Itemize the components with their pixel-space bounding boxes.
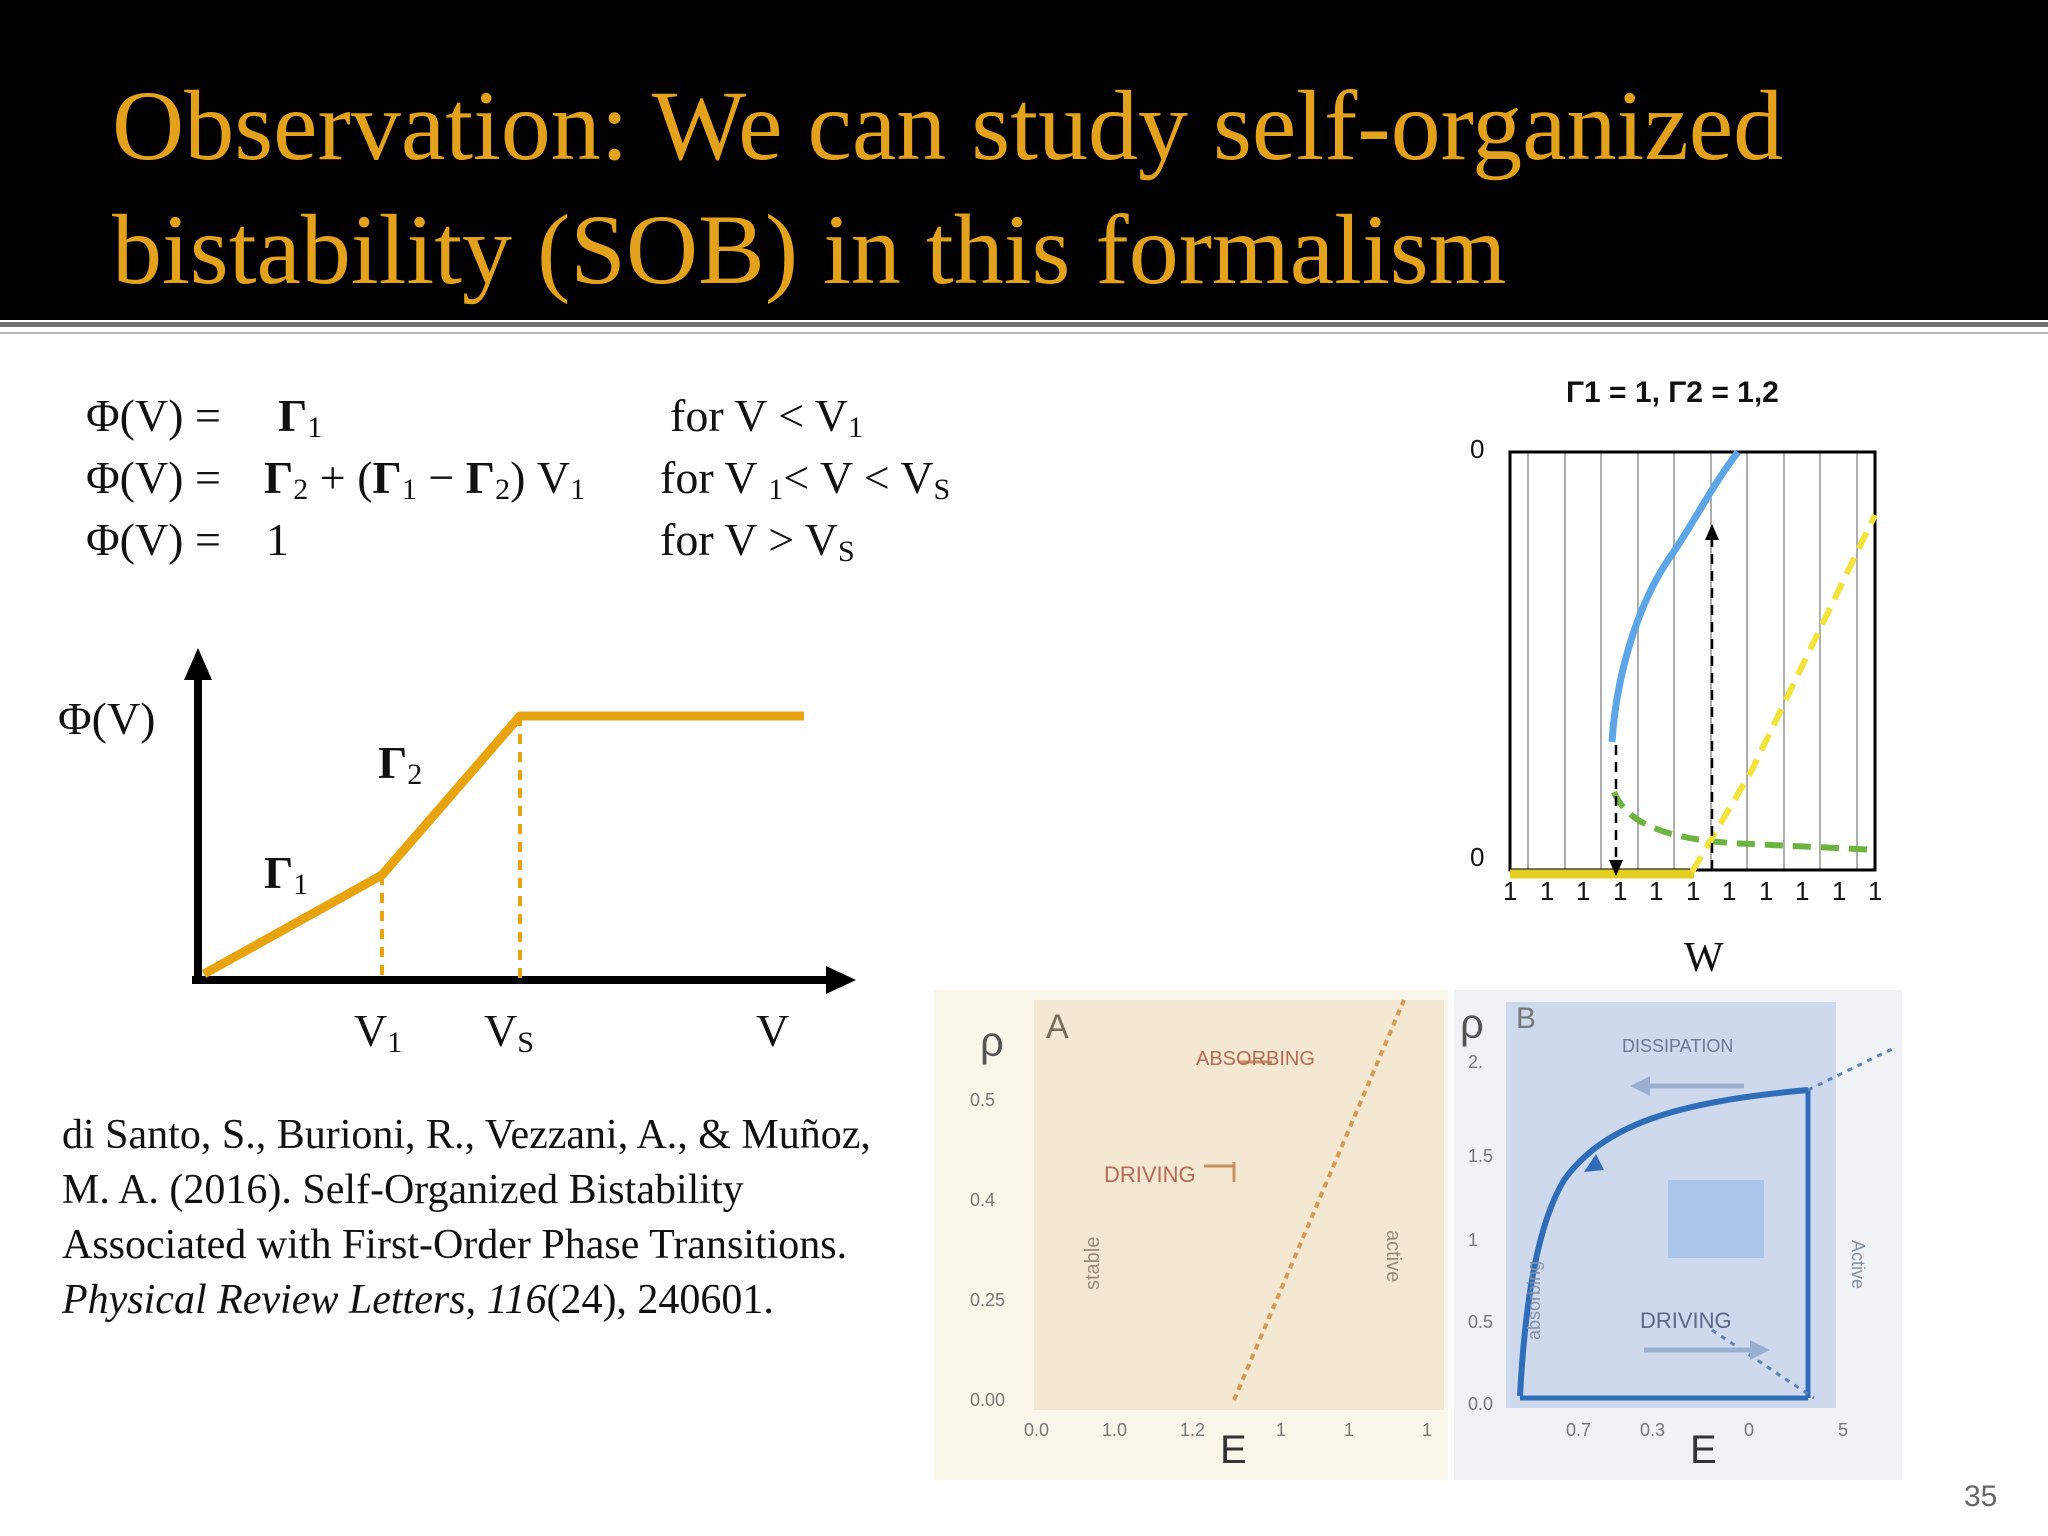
- fig-a-x-tick: 1: [1344, 1420, 1355, 1440]
- eq-row-2-cond: for V 1< V < VS: [660, 452, 951, 506]
- eq-row-1-rhs: Γ1: [278, 390, 323, 444]
- reference-citation: di Santo, S., Burioni, R., Vezzani, A., …: [62, 1112, 871, 1323]
- bif-x-tick: 1: [1722, 876, 1737, 906]
- fig-a-y-tick: 0.00: [970, 1390, 1006, 1410]
- fig-a-panel-label: A: [1046, 1008, 1069, 1046]
- eq-row-3-cond: for V > VS: [660, 514, 855, 568]
- bif-up-arrowhead: [1705, 524, 1719, 540]
- title-line-2: bistability (SOB) in this formalism: [112, 194, 1507, 305]
- bif-x-tick: 1: [1576, 876, 1591, 906]
- title-bar: Observation: We can study self-organized…: [0, 0, 2048, 320]
- eq-row-1-lhs: Φ(V) =: [86, 390, 221, 441]
- journal-name: Physical Review Letters: [62, 1277, 466, 1323]
- fig-b-y-tick: 1: [1468, 1230, 1479, 1250]
- fig-b-driving-text: DRIVING: [1640, 1308, 1732, 1333]
- gamma2-label: Γ2: [378, 737, 423, 791]
- bif-x-tick: 1: [1795, 876, 1810, 906]
- eq-row-2-lhs: Φ(V) =: [86, 452, 221, 503]
- fig-b-absorbing-text: absorbing: [1524, 1260, 1544, 1340]
- bif-y-top-label: 0: [1470, 434, 1485, 464]
- fig-a-graphics: [1204, 999, 1406, 1401]
- fig-b-inset: [1668, 1180, 1764, 1258]
- y-axis-arrowhead: [184, 648, 212, 680]
- bif-chart: [1508, 449, 1878, 879]
- fig-a-y-tick: 0.5: [970, 1090, 996, 1110]
- journal-volume: 116: [486, 1277, 547, 1323]
- fig-a-x-label: E: [1220, 1428, 1247, 1472]
- bif-x-label: W: [1684, 935, 1724, 981]
- eq-row-2-rhs: Γ2 + (Γ1 − Γ2) V1: [264, 452, 586, 506]
- bif-x-tick: 1: [1832, 876, 1847, 906]
- header-rule-thin: [0, 332, 2048, 334]
- fig-a-x-tick: 1: [1422, 1420, 1433, 1440]
- eq-row-3-lhs: Φ(V) =: [86, 514, 221, 565]
- fig-a-x-tick: 1.0: [1102, 1420, 1128, 1440]
- bif-x-tick: 1: [1613, 876, 1628, 906]
- paper-figure-a: A ρ ABSORBING DRIVING stable active 0.5 …: [934, 990, 1448, 1480]
- fig-a-x-tick: 1.2: [1180, 1420, 1206, 1440]
- fig-a-active-text: active: [1382, 1230, 1404, 1283]
- fig-b-y-tick: 0.5: [1468, 1312, 1494, 1332]
- fig-b-x-tick: 0.3: [1640, 1420, 1666, 1440]
- fig-a-x-tick: 1: [1276, 1420, 1287, 1440]
- slide-title: Observation: We can study self-organized…: [112, 64, 2012, 312]
- fig-b-y-tick: 1.5: [1468, 1146, 1494, 1166]
- bif-x-tick: 1: [1868, 876, 1883, 906]
- fig-a-absorbing-text: ABSORBING: [1196, 1048, 1315, 1070]
- bif-yellow-dashed-branch: [1689, 513, 1878, 874]
- gamma1-label: Γ1: [264, 847, 309, 901]
- fig-b-dissipation-text: DISSIPATION: [1622, 1036, 1734, 1056]
- bif-unstable-branch: [1611, 790, 1876, 853]
- fig-b-curve: [1517, 1087, 1809, 1397]
- bif-y-bottom-label: 0: [1470, 842, 1485, 872]
- bif-x-tick: 1: [1686, 876, 1701, 906]
- paper-figure-b: ρ B DISSIPATION DRIVING absorbing Active…: [1454, 990, 1902, 1480]
- v1-tick-label: V1: [354, 1005, 403, 1059]
- fig-b-x-tick: 5: [1838, 1420, 1849, 1440]
- fig-a-driving-text: DRIVING: [1104, 1162, 1196, 1187]
- fig-b-x-tick: 0: [1744, 1420, 1755, 1440]
- eq-row-1-cond: for V < V1: [670, 390, 864, 444]
- page-number: 35: [1964, 1480, 1998, 1513]
- fig-a-y-tick: 0.4: [970, 1190, 996, 1210]
- bif-down-arrowhead: [1609, 860, 1623, 876]
- bif-x-tick: 1: [1649, 876, 1664, 906]
- fig-b-y-tick: 0.0: [1468, 1394, 1494, 1414]
- bif-upper-branch: [1608, 449, 1741, 743]
- phi-curve: [201, 711, 804, 978]
- fig-a-plot-area: [1034, 1000, 1444, 1410]
- bif-x-tick: 1: [1503, 876, 1518, 906]
- fig-a-y-label: ρ: [980, 1018, 1004, 1065]
- bif-chart-title: Γ1 = 1, Γ2 = 1,2: [1566, 376, 1779, 409]
- title-line-1: Observation: We can study self-organized: [112, 70, 1784, 181]
- fig-a-y-tick: 0.25: [970, 1290, 1006, 1310]
- bif-x-tick: 1: [1540, 876, 1555, 906]
- fig-b-y-tick: 2.: [1468, 1052, 1484, 1072]
- fig-a-stable-text: stable: [1082, 1236, 1104, 1290]
- fig-b-y-label: ρ: [1460, 1000, 1484, 1047]
- phi-x-label: V: [756, 1005, 790, 1056]
- phi-y-label: Φ(V): [58, 693, 156, 744]
- bif-x-tick: 1: [1759, 876, 1774, 906]
- fig-a-x-tick: 0.0: [1024, 1420, 1050, 1440]
- fig-b-x-tick: 0.7: [1566, 1420, 1592, 1440]
- x-axis-arrowhead: [826, 966, 856, 994]
- phi-diagram: [184, 648, 856, 994]
- fig-b-panel-label: B: [1516, 1002, 1537, 1035]
- fig-b-graphics: [1517, 1046, 1895, 1401]
- fig-b-active-text: Active: [1848, 1240, 1868, 1290]
- vs-tick-label: VS: [484, 1005, 534, 1059]
- header-rule: [0, 322, 2048, 327]
- eq-row-3-rhs: 1: [266, 514, 289, 565]
- fig-b-x-label: E: [1690, 1428, 1717, 1472]
